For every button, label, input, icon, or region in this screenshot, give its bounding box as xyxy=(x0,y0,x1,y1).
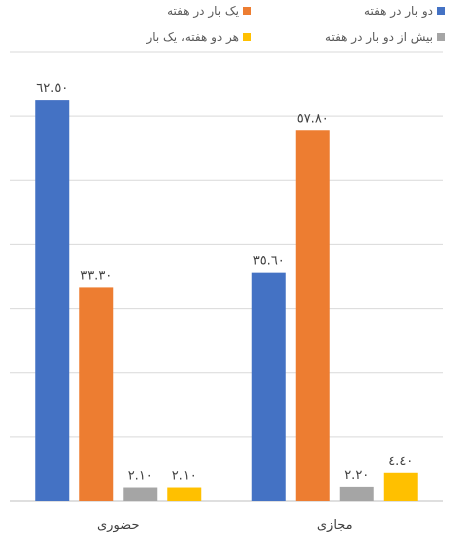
bar xyxy=(35,100,69,501)
data-label: ٣٥.٦٠ xyxy=(253,254,285,269)
bar xyxy=(79,287,113,501)
category-tick-label: مجازی xyxy=(317,518,353,533)
bar xyxy=(167,488,201,501)
data-label: ٥٧.٨٠ xyxy=(297,111,329,126)
bar xyxy=(384,473,418,501)
data-label: ٢.٢٠ xyxy=(344,468,369,483)
bar xyxy=(340,487,374,501)
bar xyxy=(296,130,330,501)
data-label: ٤.٤٠ xyxy=(388,454,413,469)
bar xyxy=(252,273,286,501)
bar xyxy=(123,488,157,501)
data-label: ٢.١٠ xyxy=(172,469,197,484)
data-label: ٣٣.٣٠ xyxy=(80,268,112,283)
data-label: ٢.١٠ xyxy=(128,469,153,484)
data-label: ٦٢.٥٠ xyxy=(36,81,68,96)
category-tick-label: حضوری xyxy=(97,518,139,533)
